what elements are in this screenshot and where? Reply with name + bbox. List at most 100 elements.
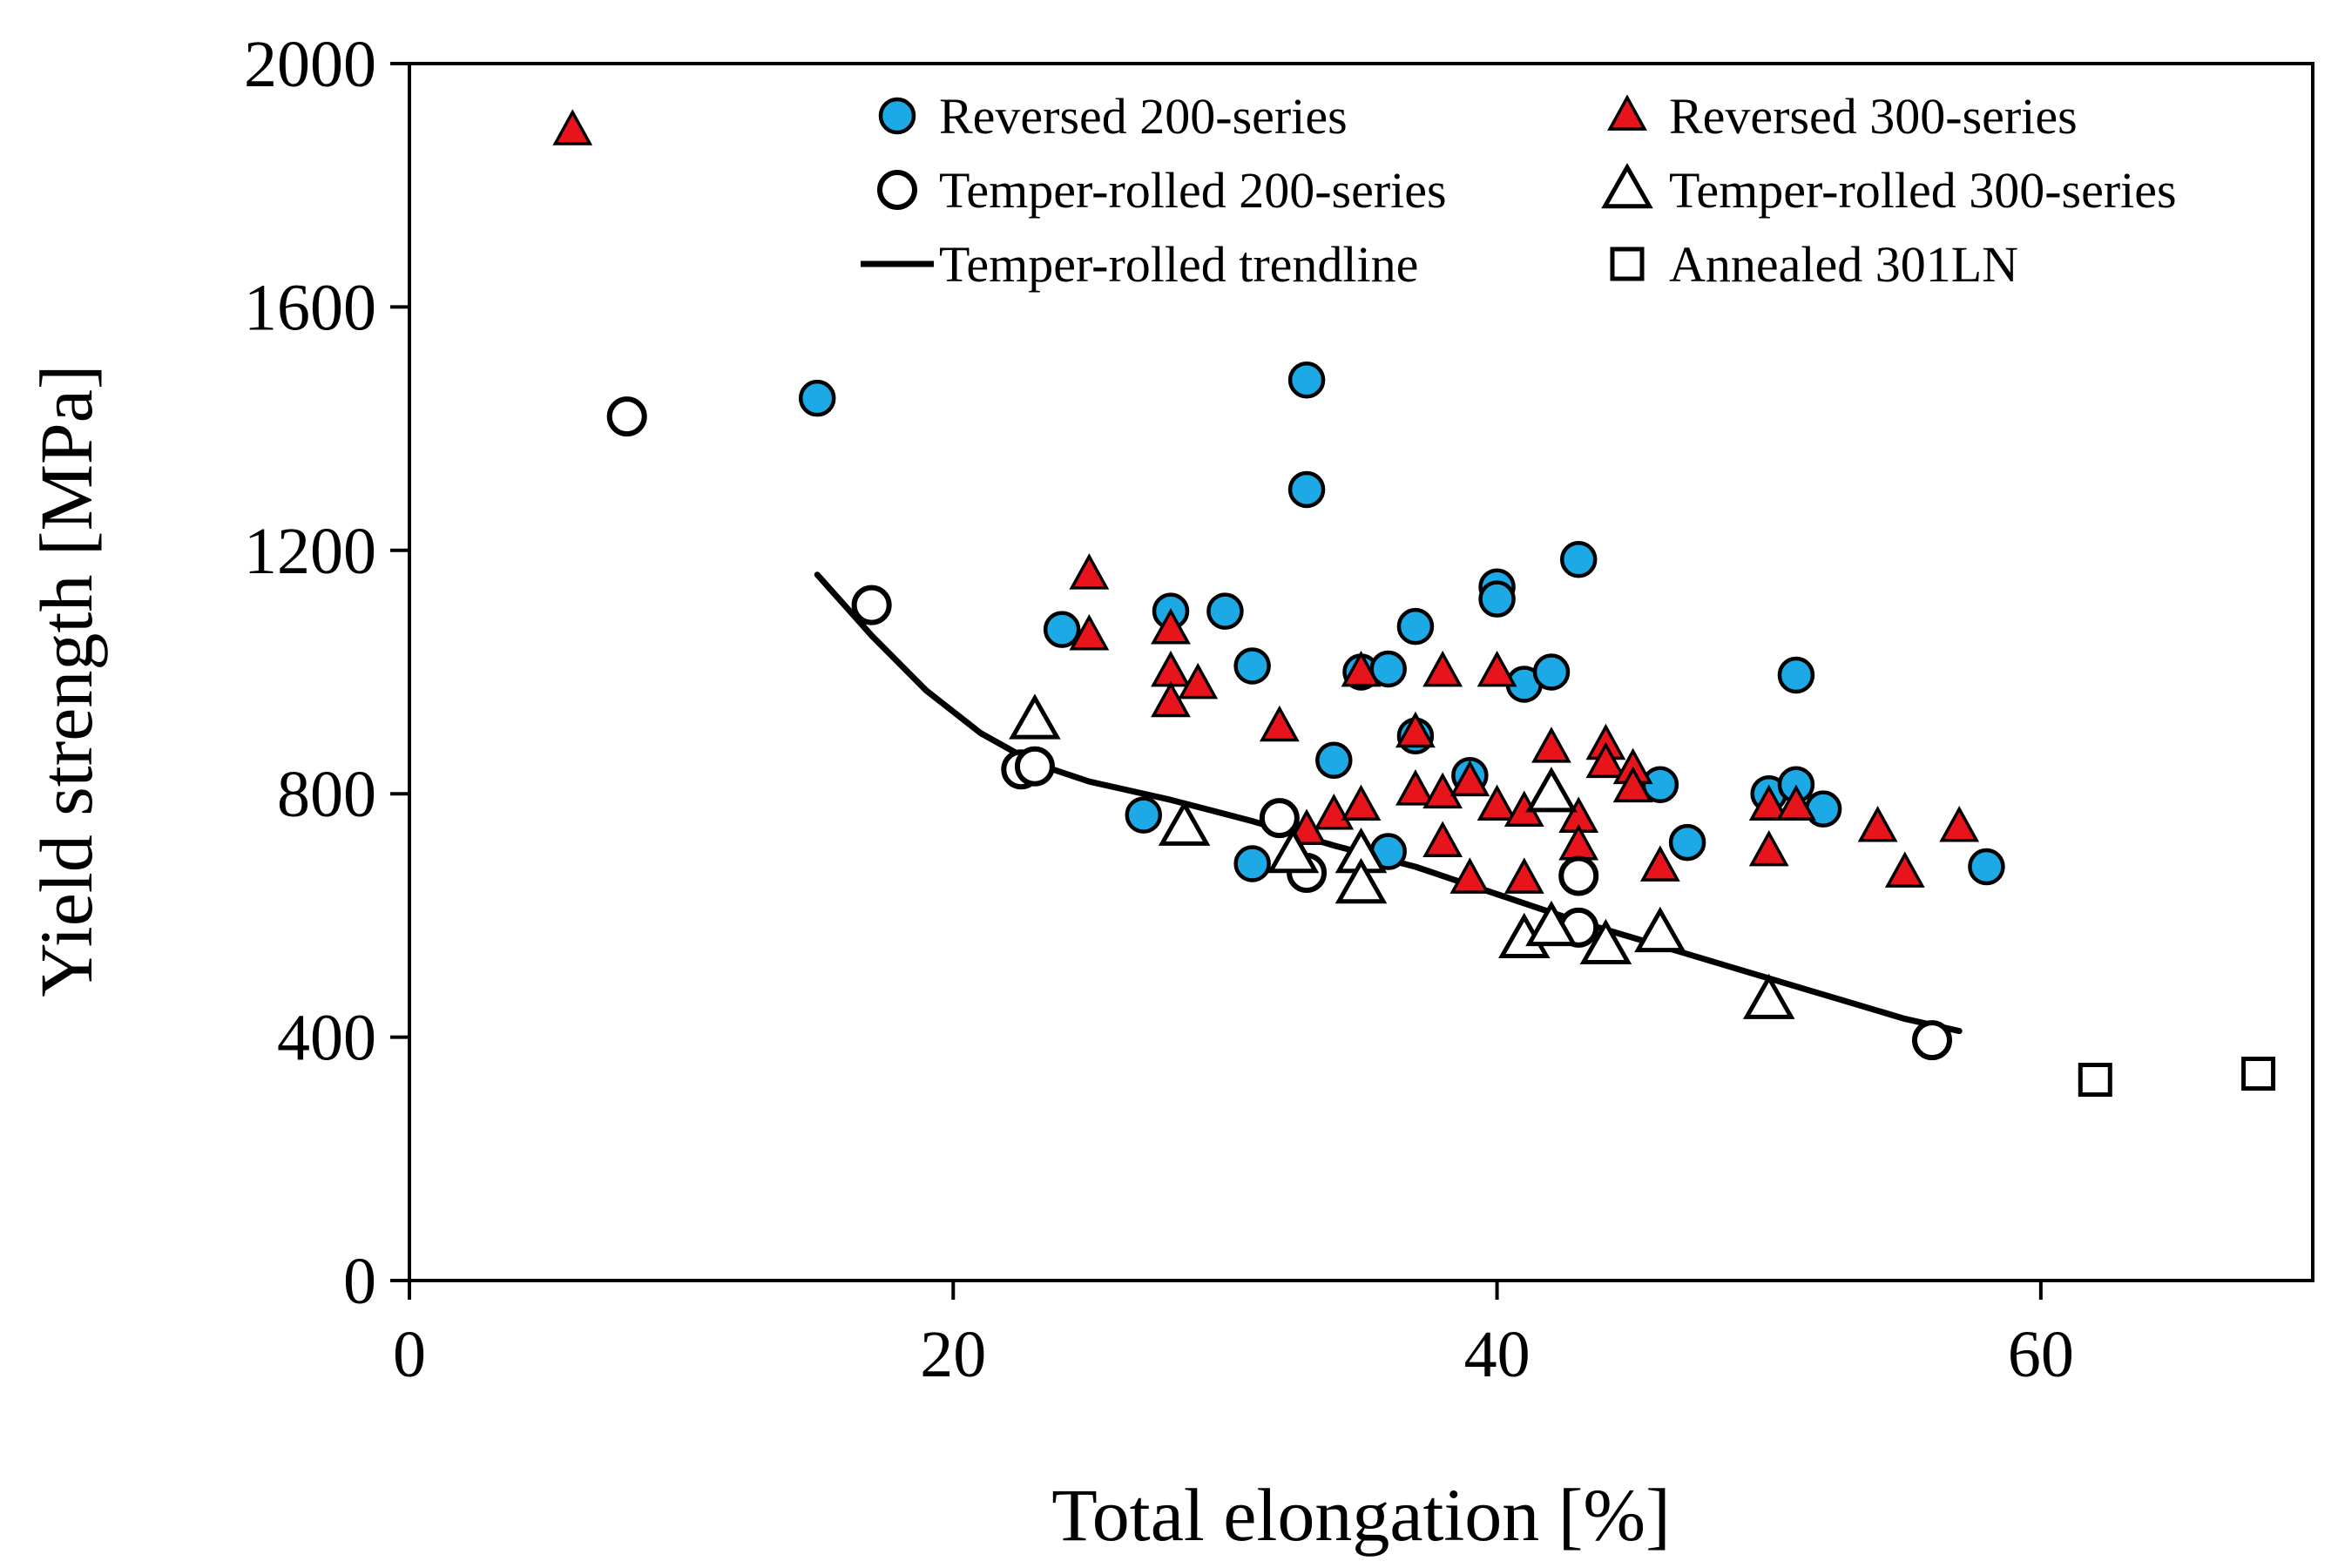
y-axis-title: Yield strength [MPa] <box>24 364 108 997</box>
data-point <box>1206 592 1244 630</box>
series-temper-rolled-300-series <box>1009 693 1795 1019</box>
data-point <box>1559 541 1598 578</box>
data-point <box>1422 772 1463 809</box>
x-tick-label: 60 <box>2008 1318 2074 1391</box>
series-temper-rolled-200-series <box>606 396 1952 1061</box>
legend-swatch <box>878 97 916 135</box>
legend-swatch <box>1610 247 1645 281</box>
data-point <box>552 109 593 145</box>
data-point <box>1158 800 1211 846</box>
y-tick-label: 1600 <box>244 271 376 344</box>
data-point <box>1259 798 1300 839</box>
data-point <box>1585 741 1626 779</box>
data-point <box>1396 607 1435 645</box>
data-point <box>1532 653 1571 691</box>
data-point <box>1912 1020 1952 1061</box>
data-point <box>1884 851 1925 888</box>
data-point <box>1069 613 1110 651</box>
data-point <box>1315 741 1353 780</box>
data-point <box>1449 857 1490 894</box>
y-tick-label: 2000 <box>244 28 376 101</box>
x-axis-title: Total elongation [%] <box>1051 1473 1670 1557</box>
legend-item: Annealed 301LN <box>1610 236 2018 293</box>
data-point <box>1287 361 1326 399</box>
data-point <box>1503 857 1544 894</box>
data-point <box>2241 1057 2276 1092</box>
data-point <box>1641 766 1679 803</box>
legend-label: Temper-rolled trendline <box>939 236 1418 293</box>
legend-item: Temper-rolled 200-series <box>877 162 1447 219</box>
legend-swatch <box>877 170 917 210</box>
plot-layer: 0 20 40 60 0 400 800 1200 1600 2000 <box>244 28 2314 1391</box>
data-point <box>1335 857 1388 904</box>
data-point <box>1125 796 1163 834</box>
data-point <box>1395 769 1436 806</box>
data-point <box>1422 650 1463 687</box>
data-point <box>606 396 647 437</box>
data-point <box>1639 845 1680 882</box>
y-tick-label: 0 <box>343 1245 376 1318</box>
x-tick-label: 0 <box>393 1318 426 1391</box>
y-tick-label: 400 <box>277 1002 376 1075</box>
data-point <box>1748 829 1789 867</box>
data-point <box>1267 828 1320 874</box>
data-point <box>1449 760 1490 797</box>
data-point <box>1748 784 1789 821</box>
data-point <box>1558 855 1599 896</box>
data-point <box>1742 973 1795 1019</box>
data-point <box>1476 650 1517 687</box>
x-tick-label: 20 <box>920 1318 986 1391</box>
legend-swatch <box>1607 94 1647 131</box>
data-point <box>1369 650 1407 688</box>
data-point <box>851 585 892 625</box>
data-point <box>1579 918 1632 965</box>
data-point <box>1014 746 1055 787</box>
data-point <box>1151 607 1191 645</box>
data-point <box>1341 784 1382 821</box>
data-point <box>1612 766 1653 803</box>
legend-swatch <box>1601 162 1653 209</box>
data-point <box>1009 693 1061 740</box>
legend-item: Reversed 200-series <box>878 88 1348 145</box>
legend-item: Reversed 300-series <box>1607 88 2078 145</box>
data-point <box>1422 821 1463 857</box>
data-point <box>1287 470 1326 509</box>
series-reversed-300-series <box>552 109 1980 894</box>
data-point <box>1525 767 1578 813</box>
data-point <box>1525 900 1578 947</box>
data-point <box>1069 553 1110 590</box>
data-point <box>1259 705 1300 742</box>
legend-label: Reversed 200-series <box>939 88 1348 145</box>
data-point <box>1287 808 1327 845</box>
data-point <box>1777 656 1815 694</box>
data-point <box>1151 680 1191 718</box>
data-point <box>1939 805 1980 842</box>
legend-item: Temper-rolled trendline <box>861 236 1418 293</box>
y-tick-label: 1200 <box>244 515 376 588</box>
data-point <box>1476 784 1517 821</box>
data-point <box>1233 647 1271 685</box>
data-point <box>1341 650 1382 687</box>
data-point <box>798 379 836 417</box>
data-point <box>1857 805 1898 842</box>
legend-label: Temper-rolled 300-series <box>1669 162 2177 219</box>
legend-label: Annealed 301LN <box>1669 236 2018 293</box>
data-point <box>1178 662 1219 700</box>
plot-frame <box>408 62 2314 1282</box>
legend-item: Temper-rolled 300-series <box>1601 162 2177 219</box>
y-tick-label: 800 <box>277 758 376 831</box>
x-tick-label: 40 <box>1464 1318 1531 1391</box>
legend: Reversed 200-series Reversed 300-series Te… <box>861 88 2177 293</box>
data-point <box>1634 906 1686 953</box>
data-point <box>2078 1062 2112 1097</box>
data-point <box>1043 611 1081 648</box>
data-point <box>1968 848 2005 886</box>
data-point <box>1233 845 1271 882</box>
series-annealed-301ln <box>2078 1057 2276 1097</box>
data-point <box>1478 580 1516 618</box>
data-point <box>1776 784 1816 821</box>
data-point <box>1668 823 1706 862</box>
legend-label: Temper-rolled 200-series <box>939 162 1447 219</box>
